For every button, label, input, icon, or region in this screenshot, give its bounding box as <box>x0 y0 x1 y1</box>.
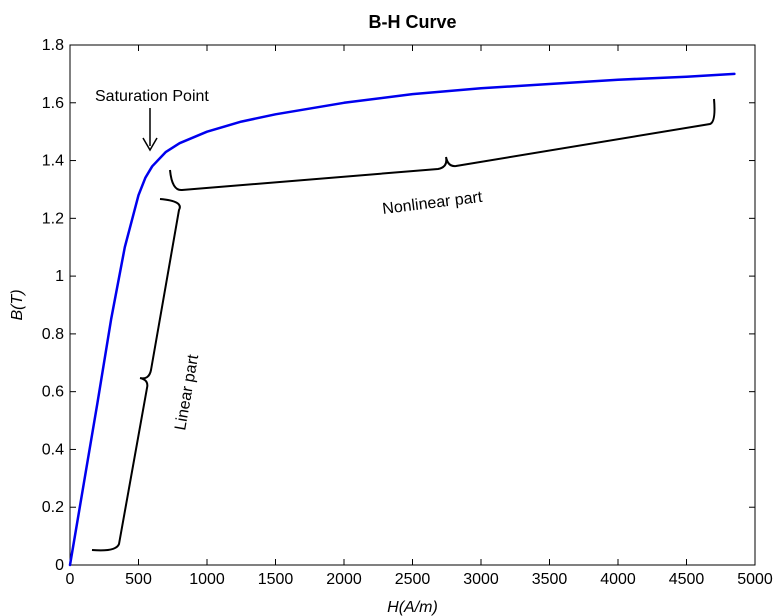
plot-frame <box>69 44 756 566</box>
y-tick-label: 0.8 <box>42 326 64 343</box>
ticks-layer: 0 500 1000 1500 2000 2500 3000 3500 4000 4500 5000… <box>42 37 773 588</box>
saturation-arrow <box>142 108 158 152</box>
x-tick-label: 0 <box>66 571 75 588</box>
chart-title: B-H Curve <box>368 12 456 32</box>
x-tick-label: 2500 <box>395 571 431 588</box>
y-tick-label: 0.2 <box>42 499 64 516</box>
series-layer <box>68 72 736 567</box>
x-tick-label: 3500 <box>532 571 568 588</box>
nonlinear-brace <box>169 98 716 192</box>
y-tick-label: 1 <box>55 268 64 285</box>
y-tick-label: 1.4 <box>42 153 64 170</box>
y-tick-label: 0.6 <box>42 384 64 401</box>
series-line <box>68 72 736 567</box>
y-axis-title: B(T) <box>9 289 26 320</box>
y-tick-label: 1.6 <box>42 95 64 112</box>
x-tick-label: 5000 <box>737 571 773 588</box>
y-tick-label: 0 <box>55 557 64 574</box>
x-tick-label: 500 <box>125 571 152 588</box>
linear-part-label: Linear part <box>172 353 202 432</box>
y-tick-label: 1.2 <box>42 210 64 227</box>
x-tick-label: 4000 <box>600 571 636 588</box>
y-tick-label: 1.8 <box>42 37 64 54</box>
saturation-point-label: Saturation Point <box>95 88 209 105</box>
x-tick-label: 2000 <box>326 571 362 588</box>
y-tick-label: 0.4 <box>42 441 64 458</box>
x-tick-label: 3000 <box>463 571 499 588</box>
x-axis-title: H(A/m) <box>387 599 438 616</box>
x-tick-label: 1000 <box>189 571 225 588</box>
x-tick-label: 4500 <box>669 571 705 588</box>
nonlinear-part-label: Nonlinear part <box>381 189 483 218</box>
linear-brace <box>91 198 181 552</box>
x-tick-label: 1500 <box>258 571 294 588</box>
